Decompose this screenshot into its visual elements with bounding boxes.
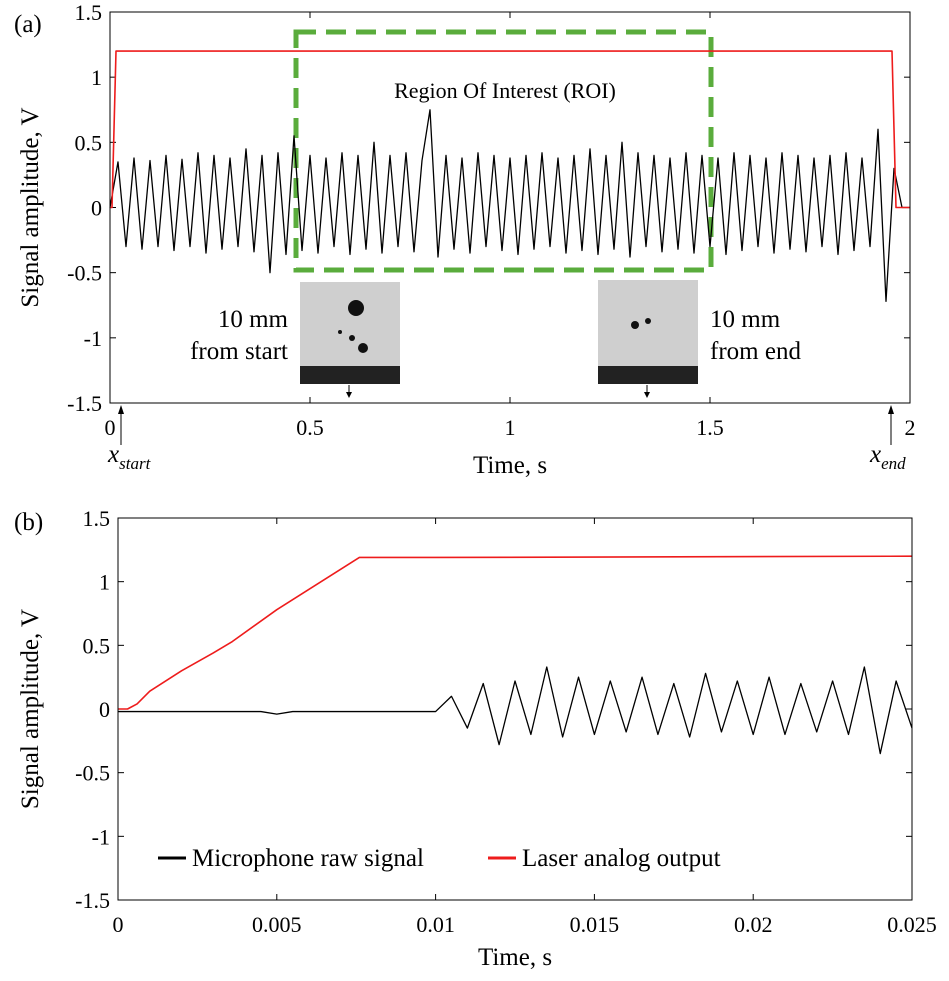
inset-label: from end <box>710 338 801 365</box>
series-line <box>118 555 913 710</box>
x-tick-label: 0.015 <box>570 912 620 937</box>
x-end-marker: xend <box>869 405 906 473</box>
legend-label: Microphone raw signal <box>192 845 424 872</box>
x-start: xstart <box>107 441 152 473</box>
x-tick-label: 0.025 <box>887 912 937 937</box>
y-axis-label: Signal amplitude, V <box>17 107 44 307</box>
x-start-marker: xstart <box>107 405 152 473</box>
x-tick-label: 0.01 <box>416 912 455 937</box>
x-tick-label: 2 <box>905 415 916 440</box>
x-start-label: x <box>107 441 119 468</box>
y-tick-label: -0.5 <box>67 261 102 286</box>
legend-label: Laser analog output <box>522 845 721 872</box>
panel-label: (b) <box>14 509 43 536</box>
y-tick-label: 0.5 <box>83 633 111 658</box>
y-tick-label: 0.5 <box>75 130 103 155</box>
x-tick-label: 0.5 <box>296 415 324 440</box>
y-tick-label: 0 <box>91 196 102 221</box>
plot-frame <box>109 11 911 404</box>
y-tick-label: 1.5 <box>75 0 103 25</box>
series-line <box>110 50 910 209</box>
y-tick-label: -1.5 <box>67 391 102 416</box>
inset-label: 10 mm <box>710 306 781 333</box>
x-start-sub: start <box>119 454 151 473</box>
x-tick-label: 1 <box>505 415 516 440</box>
x-end-label: x <box>869 441 881 468</box>
series-line <box>118 666 913 755</box>
inset-label: 10 mm <box>218 306 289 333</box>
x-end: xend <box>869 441 906 473</box>
y-axis-label: Signal amplitude, V <box>17 609 44 809</box>
y-tick-label: 0 <box>99 697 110 722</box>
micrograph-start <box>300 282 400 398</box>
x-tick-label: 0 <box>113 912 124 937</box>
series-line <box>109 109 910 302</box>
x-axis-label: Time, s <box>478 944 552 971</box>
y-tick-label: -1 <box>92 824 110 849</box>
y-tick-label: -1.5 <box>75 888 110 913</box>
roi-label: Region Of Interest (ROI) <box>394 78 616 103</box>
y-tick-label: -0.5 <box>75 761 110 786</box>
y-tick-label: 1.5 <box>83 506 111 531</box>
micrograph-end <box>598 280 698 398</box>
plot-frame <box>117 517 913 901</box>
y-tick-label: 1 <box>91 65 102 90</box>
y-tick-label: -1 <box>84 326 102 351</box>
y-tick-label: 1 <box>99 570 110 595</box>
x-tick-label: 0 <box>105 415 116 440</box>
x-axis-label: Time, s <box>473 452 547 479</box>
roi-box <box>293 29 714 273</box>
x-tick-label: 1.5 <box>696 415 724 440</box>
x-end-sub: end <box>881 454 906 473</box>
x-tick-label: 0.02 <box>734 912 773 937</box>
inset-label: from start <box>190 338 288 365</box>
panel-label: (a) <box>14 11 42 38</box>
x-tick-label: 0.005 <box>252 912 302 937</box>
